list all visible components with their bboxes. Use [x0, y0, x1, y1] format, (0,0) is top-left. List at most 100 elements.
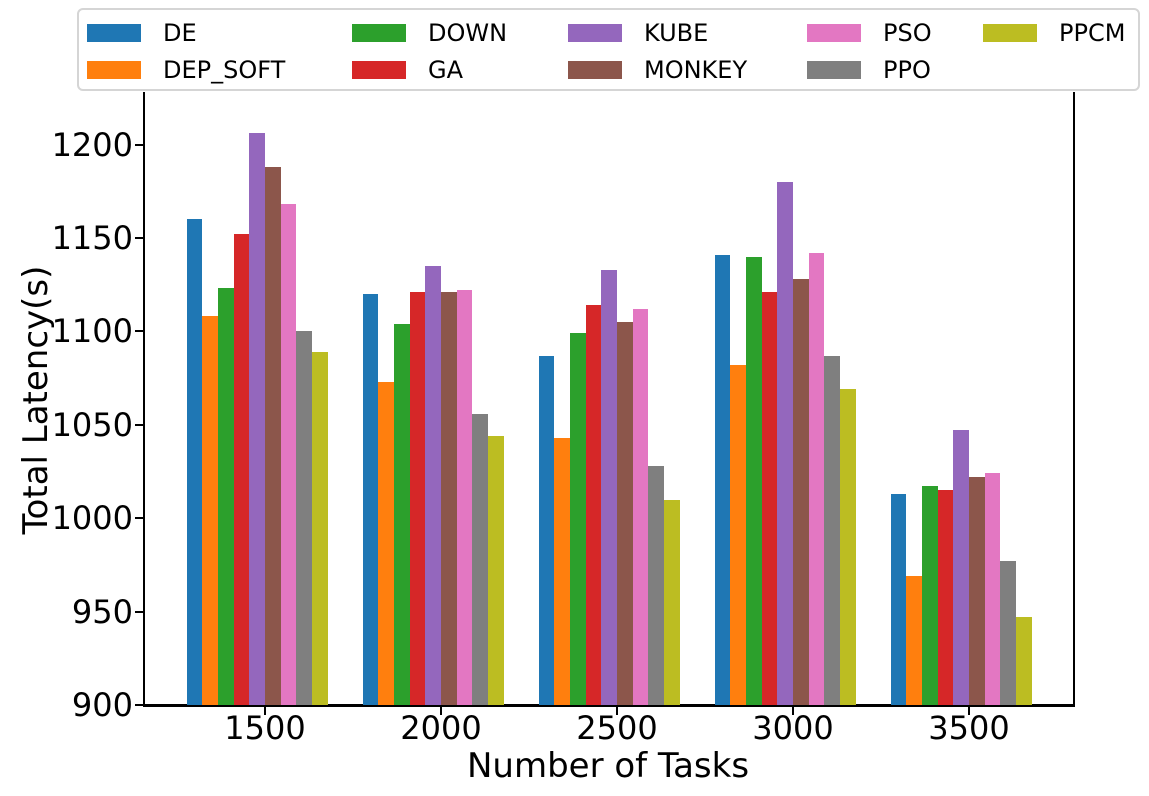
- legend-item-PPCM: PPCM: [983, 14, 1125, 51]
- legend-item-GA: GA: [352, 51, 463, 88]
- legend-label-PPCM: PPCM: [1059, 18, 1126, 47]
- bar-DOWN-1500: [217, 288, 234, 705]
- bar-MONKEY-3500: [969, 477, 985, 705]
- legend-swatch-DEP_SOFT: [87, 60, 141, 79]
- y-tick-mark: [135, 610, 143, 613]
- bar-GA-3000: [761, 292, 778, 705]
- legend-label-DEP_SOFT: DEP_SOFT: [163, 55, 286, 84]
- x-axis-spine: [143, 704, 1075, 707]
- y-tick-label: 1000: [51, 499, 133, 538]
- y-tick-label: 1050: [51, 405, 133, 444]
- y-axis-spine: [143, 92, 145, 707]
- x-tick-mark: [968, 707, 970, 715]
- legend-label-PSO: PSO: [883, 18, 932, 47]
- bar-PPCM-1500: [312, 351, 328, 705]
- x-tick-label: 3500: [928, 709, 1010, 747]
- bar-DEP_SOFT-1500: [202, 316, 218, 705]
- bar-DE-3500: [890, 493, 907, 705]
- y-tick-mark: [135, 330, 143, 333]
- bar-DOWN-2500: [569, 333, 586, 705]
- bar-PSO-3500: [984, 473, 1001, 705]
- y-axis-label: Total Latency(s): [16, 265, 56, 535]
- legend-swatch-KUBE: [568, 23, 622, 42]
- bar-PPO-2500: [648, 465, 665, 705]
- bar-MONKEY-3000: [793, 279, 809, 705]
- legend-label-MONKEY: MONKEY: [644, 55, 748, 84]
- y-tick-label: 900: [71, 686, 133, 724]
- x-tick-label: 2500: [576, 709, 658, 747]
- bar-GA-3500: [937, 490, 954, 705]
- bar-KUBE-1500: [249, 133, 265, 705]
- bar-GA-2500: [585, 305, 602, 705]
- y-tick-mark: [135, 237, 143, 239]
- bar-PPCM-2500: [664, 499, 680, 705]
- y-tick-mark: [135, 704, 143, 706]
- x-tick-mark: [440, 707, 442, 715]
- bar-DE-1500: [186, 219, 203, 705]
- legend-label-GA: GA: [428, 55, 464, 84]
- legend-label-DOWN: DOWN: [428, 18, 508, 47]
- legend-item-PSO: PSO: [807, 14, 932, 51]
- legend-swatch-PPCM: [983, 23, 1037, 42]
- y-tick-mark: [135, 143, 143, 146]
- bar-KUBE-3000: [777, 181, 793, 705]
- x-tick-label: 3000: [752, 709, 834, 747]
- y-tick-label: 950: [71, 592, 133, 631]
- y-tick-mark: [135, 517, 143, 520]
- legend-item-DEP_SOFT: DEP_SOFT: [87, 51, 285, 88]
- bar-PSO-1500: [280, 204, 297, 705]
- bar-PPCM-2000: [488, 436, 504, 705]
- legend-item-MONKEY: MONKEY: [568, 51, 747, 88]
- legend-swatch-GA: [352, 60, 406, 79]
- legend-label-PPO: PPO: [883, 55, 931, 84]
- x-tick-mark: [264, 707, 266, 715]
- bar-PPO-2000: [472, 413, 489, 705]
- bar-MONKEY-2500: [617, 322, 633, 705]
- legend-item-DE: DE: [87, 14, 197, 51]
- legend: DE DEP_SOFT DOWN GA KUBE MONKEY PSO PPO PPCM: [77, 8, 1140, 91]
- bar-PPO-1500: [296, 331, 313, 705]
- bar-DEP_SOFT-3500: [906, 576, 922, 705]
- legend-item-KUBE: KUBE: [568, 14, 708, 51]
- right-spine: [1073, 92, 1075, 707]
- bar-DEP_SOFT-2000: [378, 381, 394, 705]
- bar-DEP_SOFT-3000: [730, 365, 746, 705]
- bar-GA-1500: [233, 234, 250, 705]
- legend-swatch-PPO: [807, 60, 861, 79]
- bar-KUBE-2000: [425, 266, 441, 705]
- bar-DOWN-3000: [745, 256, 762, 705]
- legend-swatch-MONKEY: [568, 60, 622, 79]
- legend-swatch-DOWN: [352, 23, 406, 42]
- bar-PPO-3000: [824, 355, 841, 705]
- legend-label-KUBE: KUBE: [644, 18, 709, 47]
- bar-PSO-2500: [632, 308, 649, 705]
- bar-PSO-3000: [808, 252, 825, 705]
- legend-swatch-PSO: [807, 23, 861, 42]
- bar-KUBE-2500: [601, 269, 617, 705]
- bar-PPCM-3500: [1016, 617, 1032, 705]
- y-tick-mark: [135, 423, 143, 426]
- bar-MONKEY-1500: [265, 167, 281, 705]
- bar-PPO-3500: [1000, 561, 1017, 705]
- bar-DE-2000: [362, 294, 379, 705]
- bar-DOWN-2000: [393, 323, 410, 705]
- y-tick-label: 1100: [51, 312, 133, 351]
- bar-PSO-2000: [456, 290, 473, 705]
- bar-DEP_SOFT-2500: [554, 437, 570, 705]
- bar-GA-2000: [409, 292, 426, 705]
- legend-item-PPO: PPO: [807, 51, 931, 88]
- x-tick-label: 2000: [400, 709, 482, 747]
- bar-DOWN-3500: [921, 486, 938, 705]
- bar-DE-2500: [538, 355, 555, 705]
- bar-DE-3000: [714, 254, 731, 705]
- bar-PPCM-3000: [840, 389, 856, 705]
- bar-MONKEY-2000: [441, 292, 457, 705]
- legend-item-DOWN: DOWN: [352, 14, 507, 51]
- y-tick-label: 1200: [51, 125, 133, 164]
- bar-KUBE-3500: [953, 430, 969, 705]
- x-axis-label: Number of Tasks: [466, 746, 750, 786]
- legend-label-DE: DE: [163, 18, 197, 47]
- y-tick-label: 1150: [51, 219, 133, 257]
- x-tick-label: 1500: [224, 709, 306, 747]
